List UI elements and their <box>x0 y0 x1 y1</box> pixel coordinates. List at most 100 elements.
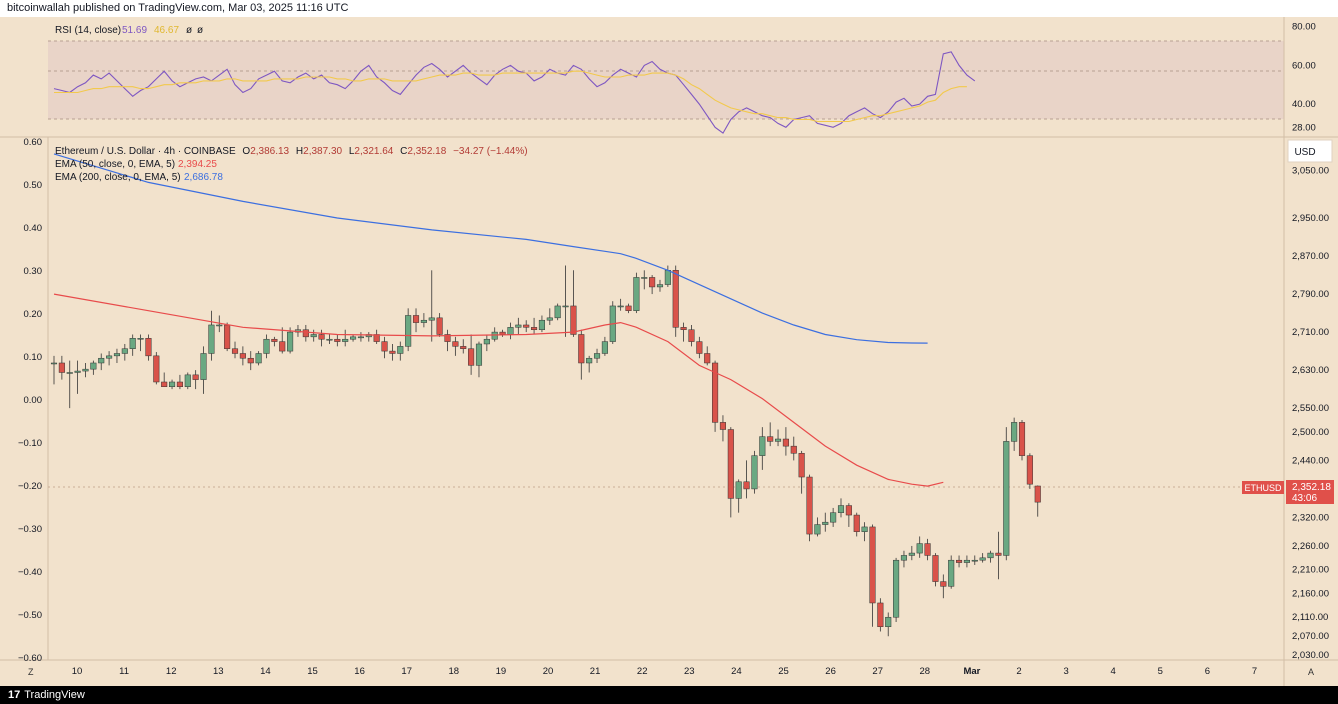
candle <box>688 324 695 347</box>
candle <box>287 327 294 354</box>
tradingview-logo-icon: 17 <box>8 689 21 701</box>
candle <box>1011 417 1018 451</box>
candle <box>318 329 325 347</box>
candle-body-down <box>578 334 585 364</box>
publisher-bar: bitcoinwallah published on TradingView.c… <box>0 0 1338 17</box>
brand-bar: 17 TradingView <box>0 686 1338 704</box>
candle-body-up <box>420 319 427 323</box>
candle <box>570 270 577 337</box>
candle-body-up <box>830 512 837 523</box>
time-axis-tick: 18 <box>449 666 460 677</box>
candle <box>649 275 656 295</box>
candle-body-up <box>601 341 608 354</box>
candle-body-down <box>279 341 286 352</box>
price-axis-tick: 2,440.00 <box>1292 455 1329 466</box>
candle <box>507 322 514 340</box>
candle <box>924 538 931 561</box>
price-axis: 3,050.00 2,950.00 2,870.00 2,790.00 2,710.00… <box>1292 166 1329 662</box>
candle-body-down <box>302 329 309 338</box>
candle <box>468 334 475 375</box>
candle-body-down <box>727 429 734 499</box>
rsi-extra-1: ø <box>186 25 192 36</box>
candle <box>326 334 333 344</box>
symbol-tag <box>1242 481 1284 494</box>
left-axis-tick: −0.20 <box>18 481 42 492</box>
candle-body-down <box>231 348 239 354</box>
candle-body-down <box>940 581 947 587</box>
candle-body-down <box>845 505 852 516</box>
candle-body-up <box>774 438 782 442</box>
candle <box>1034 485 1041 517</box>
candle <box>593 348 601 363</box>
time-axis-tick: 27 <box>872 666 883 677</box>
time-axis-tick: 3 <box>1063 666 1068 677</box>
candle <box>963 555 970 568</box>
candle <box>727 427 734 518</box>
time-axis-tick: 6 <box>1205 666 1210 677</box>
candle-body-up <box>633 277 640 311</box>
candle <box>428 270 435 342</box>
candle-body-down <box>452 341 459 347</box>
left-axis-tick: 0.00 <box>24 395 43 406</box>
price-axis-tick: 2,500.00 <box>1292 427 1329 438</box>
candle-body-down <box>381 341 388 352</box>
candle-body-down <box>869 526 876 604</box>
candle <box>200 346 207 394</box>
candle <box>822 512 829 532</box>
candle-body-down <box>625 305 632 311</box>
candle-body-up <box>759 436 766 456</box>
price-axis-tick: 2,630.00 <box>1292 365 1329 376</box>
candle <box>837 498 845 518</box>
time-axis-tick: 25 <box>778 666 789 677</box>
price-axis-tick: 2,950.00 <box>1292 213 1329 224</box>
candle-body-up <box>184 374 191 387</box>
candle <box>334 334 341 347</box>
time-axis-corner-left[interactable]: Z <box>28 667 34 677</box>
time-axis-tick: 4 <box>1111 666 1116 677</box>
candle-body-up <box>287 331 294 352</box>
candle <box>121 343 128 361</box>
candle-body-up <box>169 381 176 387</box>
candle-body-up <box>74 370 81 373</box>
candle-body-down <box>460 346 467 349</box>
currency-box[interactable] <box>1287 139 1333 163</box>
candle-body-down <box>853 514 860 532</box>
candle <box>381 336 388 359</box>
candle-body-up <box>837 505 845 513</box>
candle-body-up <box>475 343 483 366</box>
candle <box>908 545 915 561</box>
candles <box>50 265 1041 637</box>
candle-body-up <box>428 317 435 321</box>
price-axis-tick: 2,110.00 <box>1292 612 1328 623</box>
candle <box>735 479 742 513</box>
time-axis-tick: 20 <box>543 666 554 677</box>
candle-body-up <box>641 277 648 279</box>
candle-body-down <box>680 327 687 330</box>
candle-body-up <box>656 284 664 288</box>
candle <box>137 334 144 352</box>
candle <box>578 329 585 380</box>
last-price-tag <box>1286 480 1334 504</box>
candle <box>625 303 632 314</box>
candle-body-down <box>318 334 325 340</box>
candle-body-up <box>562 305 569 308</box>
candle <box>617 298 624 311</box>
rsi-axis-tick: 60.00 <box>1292 60 1316 71</box>
rsi-line <box>53 51 976 134</box>
candle-body-up <box>121 348 128 354</box>
left-axis-tick: −0.60 <box>18 653 42 664</box>
candle <box>58 355 65 380</box>
price-legend: Ethereum / U.S. Dollar · 4h · COINBASE O… <box>55 146 528 157</box>
time-axis-corner-right[interactable]: A <box>1308 667 1314 677</box>
candle-body-down <box>806 476 813 535</box>
candle <box>397 341 404 361</box>
rsi-axis-tick: 40.00 <box>1292 99 1316 110</box>
rsi-extra-2: ø <box>197 25 203 36</box>
candle-body-down <box>877 602 884 627</box>
candle <box>782 427 789 456</box>
candle <box>231 341 239 359</box>
ema200-line <box>53 153 928 344</box>
candle <box>1018 420 1026 461</box>
